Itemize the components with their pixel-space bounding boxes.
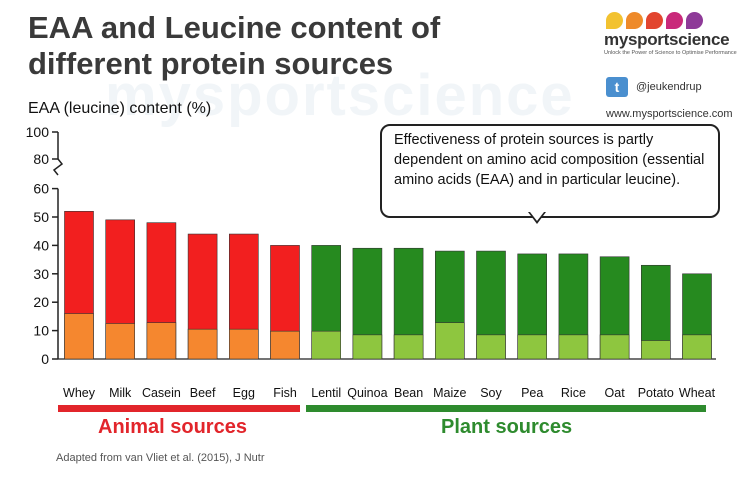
x-tick-label-pea: Pea — [521, 386, 543, 400]
x-tick-label-wheat: Wheat — [679, 386, 716, 400]
x-tick-label-quinoa: Quinoa — [347, 386, 387, 400]
y-tick-label-40: 40 — [33, 237, 49, 253]
bar-leucine-casein — [146, 322, 177, 360]
website-link[interactable]: www.mysportscience.com — [606, 108, 733, 120]
watermark-text: mysportscience — [105, 63, 575, 128]
x-tick-label-lentil: Lentil — [311, 386, 341, 400]
bar-leucine-milk — [105, 323, 135, 360]
source-note: Adapted from van Vliet et al. (2015), J … — [56, 452, 265, 464]
x-tick-label-potato: Potato — [638, 386, 674, 400]
bar-leucine-oat — [599, 334, 630, 360]
x-tick-label-egg: Egg — [233, 386, 255, 400]
y-tick-label-10: 10 — [33, 323, 49, 339]
page-title: EAA and Leucine content of different pro… — [28, 10, 440, 82]
logo-dot-4 — [666, 12, 683, 29]
x-tick-label-soy: Soy — [480, 386, 502, 400]
x-tick-label-oat: Oat — [605, 386, 626, 400]
logo-dot-2 — [626, 12, 643, 29]
y-axis-label: EAA (leucine) content (%) — [28, 100, 212, 117]
brand-tagline: Unlock the Power of Science to Optimise … — [604, 50, 737, 56]
y-tick-label-0: 0 — [41, 351, 49, 367]
y-tick-label-100: 100 — [26, 124, 50, 140]
brand-name: mysportscience — [604, 30, 730, 49]
bar-leucine-lentil — [311, 330, 342, 360]
x-tick-label-maize: Maize — [433, 386, 466, 400]
x-tick-label-beef: Beef — [190, 386, 216, 400]
logo-dot-5 — [686, 12, 703, 29]
y-tick-label-60: 60 — [33, 181, 49, 197]
twitter-link[interactable]: t @jeukendrup — [606, 77, 702, 97]
bar-leucine-fish — [270, 330, 300, 360]
bar-leucine-quinoa — [352, 334, 383, 360]
logo-dot-3 — [646, 12, 663, 29]
bar-leucine-pea — [517, 334, 548, 360]
bar-leucine-wheat — [682, 334, 712, 360]
logo-dots — [606, 12, 744, 29]
twitter-handle: @jeukendrup — [636, 81, 702, 93]
x-tick-label-casein: Casein — [142, 386, 181, 400]
callout-tail-inner — [530, 212, 544, 221]
logo-dot-1 — [606, 12, 623, 29]
plant-group-bar — [306, 405, 706, 412]
bar-leucine-egg — [229, 328, 259, 360]
bar-leucine-soy — [476, 334, 506, 360]
bar-leucine-whey — [64, 313, 94, 360]
plant-group-label: Plant sources — [441, 416, 573, 438]
y-axis-break — [52, 158, 64, 176]
y-tick-label-20: 20 — [33, 294, 49, 310]
bar-leucine-potato — [640, 340, 671, 360]
x-tick-label-whey: Whey — [63, 386, 96, 400]
bar-leucine-beef — [187, 328, 218, 360]
bar-leucine-maize — [434, 322, 465, 360]
title-line-1: EAA and Leucine content of — [28, 10, 441, 45]
animal-group-bar — [58, 405, 300, 412]
bar-leucine-bean — [393, 334, 424, 360]
x-tick-label-fish: Fish — [273, 386, 297, 400]
y-tick-label-50: 50 — [33, 209, 49, 225]
x-tick-label-milk: Milk — [109, 386, 132, 400]
twitter-icon: t — [606, 77, 628, 97]
bar-leucine-rice — [558, 334, 589, 360]
y-tick-label-80: 80 — [33, 151, 49, 167]
x-tick-label-bean: Bean — [394, 386, 423, 400]
y-tick-label-30: 30 — [33, 266, 49, 282]
x-tick-label-rice: Rice — [561, 386, 586, 400]
callout-box: Effectiveness of protein sources is part… — [380, 124, 720, 218]
animal-group-label: Animal sources — [98, 416, 247, 438]
brand-logo: mysportscience Unlock the Power of Scien… — [604, 12, 744, 56]
title-line-2: different protein sources — [28, 46, 394, 81]
